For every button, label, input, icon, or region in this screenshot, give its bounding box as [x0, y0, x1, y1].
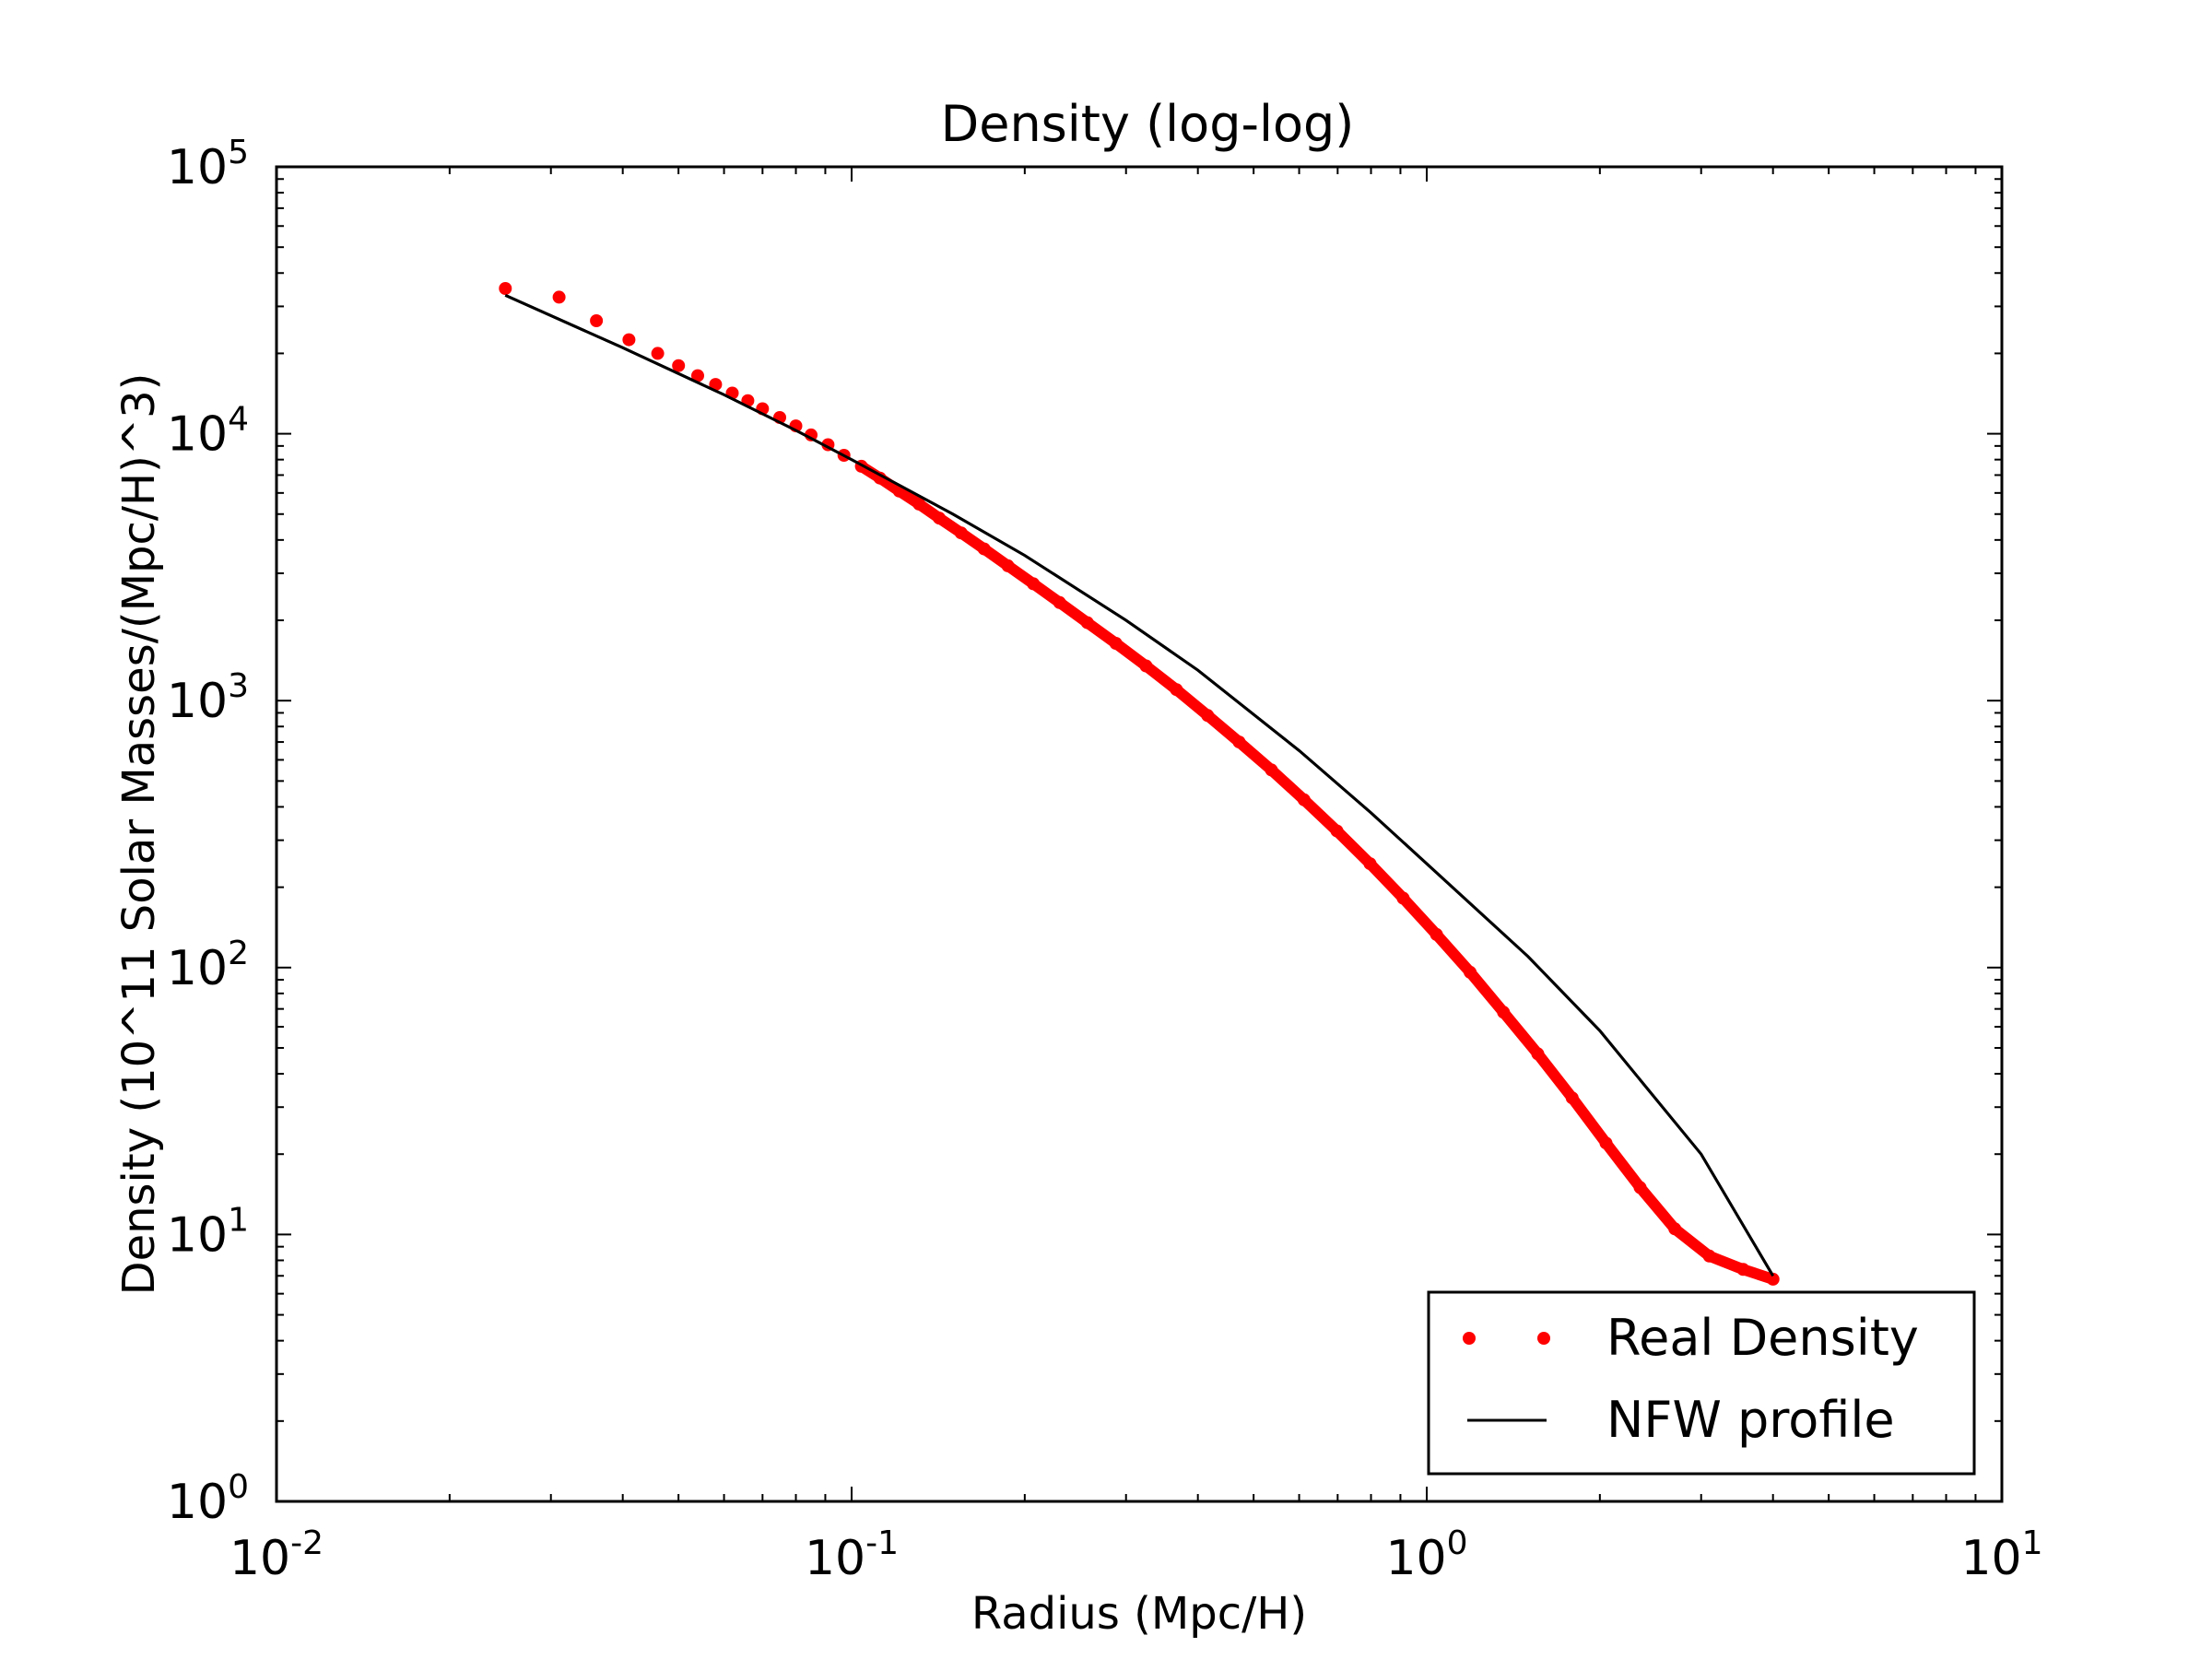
real-density-point	[954, 526, 968, 540]
real-density-point	[1736, 1263, 1750, 1277]
x-tick-label: 10-2	[229, 1524, 324, 1586]
real-density-point	[1565, 1091, 1579, 1105]
legend: Real Density NFW profile	[1427, 1290, 1976, 1476]
x-tick-label: 100	[1385, 1524, 1467, 1586]
y-tick-label: 105	[167, 134, 249, 195]
real-density-point	[1232, 735, 1246, 749]
real-density-point	[651, 347, 665, 360]
real-density-point	[1599, 1136, 1613, 1150]
y-tick-label: 100	[167, 1468, 249, 1530]
real-density-point	[1766, 1272, 1780, 1286]
x-tick-label: 101	[1960, 1524, 2042, 1586]
legend-nfw-profile-label: NFW profile	[1606, 1391, 1895, 1449]
legend-real-density-marker	[1537, 1332, 1550, 1345]
y-tick-label: 101	[167, 1201, 249, 1263]
chart-title: Density (log-log)	[941, 95, 1355, 153]
real-density-point	[1139, 659, 1153, 673]
real-density-point	[709, 378, 723, 392]
real-density-point	[1430, 927, 1443, 941]
y-tick-label: 104	[167, 401, 249, 463]
real-density-points-layer	[499, 282, 1780, 1286]
y-axis-label: Density (10^11 Solar Masses/(Mpc/H)^3)	[113, 373, 165, 1296]
real-density-point	[1668, 1222, 1682, 1236]
real-density-point	[1702, 1249, 1716, 1263]
real-density-point	[977, 542, 991, 556]
real-density-point	[1531, 1047, 1545, 1061]
real-density-point	[1633, 1181, 1647, 1194]
real-density-point	[933, 512, 946, 525]
real-density-point	[1053, 595, 1066, 609]
real-density-point	[1109, 637, 1123, 650]
plot-frame	[275, 165, 2004, 1503]
real-density-point	[1201, 709, 1215, 723]
y-tick-label: 103	[167, 667, 249, 729]
y-tick-label: 102	[167, 935, 249, 996]
real-density-point	[1363, 857, 1377, 871]
real-density-point	[1396, 891, 1410, 905]
legend-real-density-label: Real Density	[1606, 1309, 1919, 1367]
real-density-point	[1170, 683, 1183, 697]
y-tick-labels: 100 101 102 103 104 105	[167, 134, 249, 1530]
real-density-point	[552, 290, 566, 304]
real-density-point	[1001, 559, 1015, 572]
real-density-point	[1297, 793, 1311, 806]
real-density-point	[691, 369, 704, 382]
x-axis-label: Radius (Mpc/H)	[971, 1588, 1307, 1640]
real-density-point	[912, 497, 926, 511]
legend-real-density-marker	[1463, 1332, 1476, 1345]
real-density-point	[499, 282, 512, 295]
real-density-point	[672, 359, 686, 372]
x-tick-labels: 10-2 10-1 100 101	[229, 1524, 2043, 1586]
real-density-point	[873, 471, 887, 485]
x-tick-label: 10-1	[805, 1524, 899, 1586]
real-density-point	[1265, 763, 1278, 777]
real-density-point	[1080, 616, 1094, 629]
real-density-point	[1027, 577, 1041, 591]
real-density-point	[1497, 1006, 1511, 1019]
nfw-profile-line-overlay	[504, 294, 1774, 1277]
legend-box	[1427, 1290, 1976, 1476]
real-density-point	[1464, 965, 1477, 979]
plot-area	[276, 166, 2003, 1502]
real-density-point	[1330, 824, 1344, 838]
real-density-point	[590, 314, 604, 327]
real-density-point	[622, 333, 636, 347]
